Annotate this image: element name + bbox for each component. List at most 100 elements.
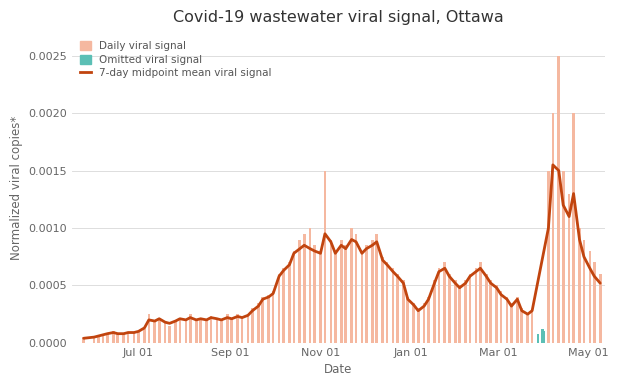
Bar [469, 274, 471, 343]
Bar [417, 308, 420, 343]
Bar [334, 251, 337, 343]
Bar [293, 251, 295, 343]
Bar [117, 334, 119, 343]
Bar [392, 268, 394, 343]
Bar [164, 322, 166, 343]
Bar [552, 113, 554, 343]
Bar [168, 326, 171, 343]
Bar [427, 297, 430, 343]
Bar [303, 234, 306, 343]
Bar [231, 318, 233, 343]
Bar [143, 329, 146, 343]
Bar [599, 274, 601, 343]
Bar [361, 251, 363, 343]
Bar [365, 245, 368, 343]
Bar [137, 331, 140, 343]
Bar [179, 318, 181, 343]
Bar [226, 314, 229, 343]
Bar [423, 303, 425, 343]
Bar [572, 113, 575, 343]
Bar [330, 240, 332, 343]
Bar [510, 303, 513, 343]
Bar [562, 171, 565, 343]
Bar [438, 268, 440, 343]
Legend: Daily viral signal, Omitted viral signal, 7-day midpoint mean viral signal: Daily viral signal, Omitted viral signal… [77, 38, 275, 81]
Bar [288, 262, 291, 343]
Bar [210, 317, 212, 343]
Bar [474, 268, 477, 343]
Bar [148, 314, 150, 343]
Bar [479, 262, 482, 343]
Bar [531, 311, 533, 343]
Bar [199, 318, 202, 343]
Bar [433, 280, 436, 343]
Bar [547, 171, 550, 343]
Bar [195, 320, 198, 343]
Bar [485, 274, 487, 343]
Bar [396, 274, 399, 343]
Y-axis label: Normalized viral copies*: Normalized viral copies* [10, 116, 23, 260]
Bar [251, 308, 254, 343]
Bar [578, 228, 581, 343]
Bar [402, 280, 405, 343]
Bar [216, 318, 218, 343]
Bar [355, 234, 357, 343]
Title: Covid-19 wastewater viral signal, Ottawa: Covid-19 wastewater viral signal, Ottawa [173, 10, 503, 25]
Bar [189, 314, 192, 343]
Bar [158, 318, 161, 343]
Bar [185, 320, 187, 343]
Bar [93, 336, 95, 343]
Bar [340, 240, 343, 343]
Bar [220, 320, 223, 343]
Bar [506, 297, 508, 343]
Bar [386, 262, 389, 343]
Bar [324, 171, 326, 343]
Bar [112, 331, 115, 343]
Bar [106, 332, 108, 343]
Bar [458, 286, 461, 343]
Bar [309, 228, 311, 343]
Bar [122, 334, 125, 343]
Bar [588, 251, 591, 343]
Bar [542, 331, 546, 343]
Bar [174, 320, 177, 343]
Bar [267, 295, 270, 343]
Bar [443, 262, 446, 343]
Bar [593, 262, 596, 343]
Bar [236, 314, 239, 343]
Bar [371, 240, 374, 343]
Bar [448, 274, 451, 343]
Bar [282, 268, 285, 343]
Bar [568, 194, 570, 343]
Bar [133, 332, 135, 343]
Bar [319, 251, 322, 343]
Bar [376, 234, 378, 343]
Bar [526, 314, 529, 343]
X-axis label: Date: Date [324, 363, 352, 376]
Bar [313, 245, 316, 343]
Bar [516, 297, 519, 343]
Bar [205, 320, 208, 343]
Bar [464, 280, 467, 343]
Bar [82, 337, 85, 343]
Bar [583, 240, 585, 343]
Bar [153, 320, 156, 343]
Bar [262, 297, 264, 343]
Bar [97, 335, 100, 343]
Bar [495, 286, 498, 343]
Bar [541, 329, 544, 343]
Bar [247, 314, 249, 343]
Bar [344, 245, 347, 343]
Bar [407, 297, 409, 343]
Bar [257, 303, 260, 343]
Bar [500, 291, 502, 343]
Bar [350, 228, 353, 343]
Bar [298, 240, 301, 343]
Bar [241, 318, 244, 343]
Bar [272, 291, 275, 343]
Bar [381, 257, 384, 343]
Bar [537, 334, 539, 343]
Bar [557, 56, 560, 343]
Bar [520, 308, 523, 343]
Bar [454, 280, 456, 343]
